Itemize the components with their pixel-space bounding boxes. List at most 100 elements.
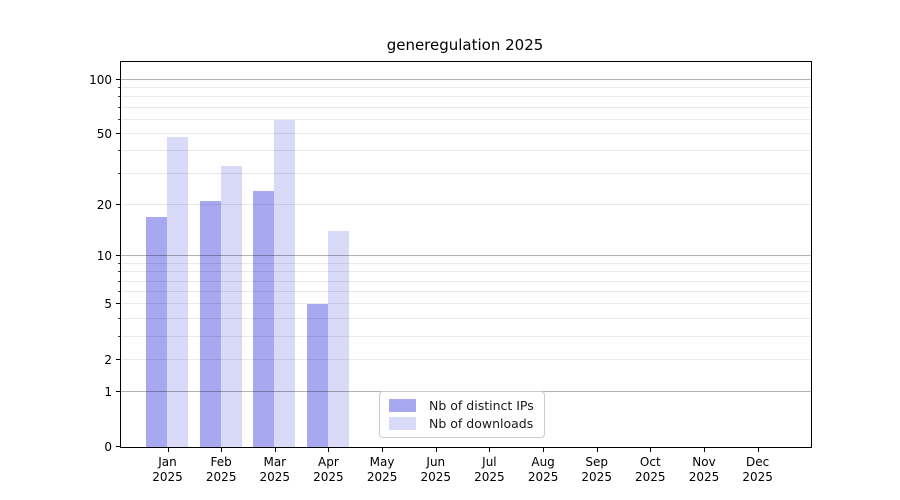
y-tick-0	[116, 446, 121, 447]
y-tick-label-5: 5	[104, 297, 112, 312]
gridline-minor-3	[121, 335, 811, 337]
legend-swatch-distinct-ips	[389, 399, 416, 412]
year-label: 2025	[259, 470, 291, 484]
gridline-minor-30	[121, 172, 811, 174]
y-minor-tick-40	[118, 150, 121, 152]
bar-distinct-ips-feb	[199, 200, 221, 447]
month-label: Dec	[745, 455, 770, 469]
month-label: Jul	[482, 455, 497, 469]
x-tick-oct	[650, 447, 652, 452]
y-tick-2	[116, 358, 121, 360]
year-label: 2025	[420, 470, 452, 484]
y-tick-5	[116, 303, 121, 305]
bar-downloads-jan	[167, 137, 188, 447]
gridline-major-10	[121, 255, 811, 257]
gridline-minor-4	[121, 317, 811, 319]
y-minor-tick-8	[118, 271, 121, 273]
gridline-minor-60	[121, 118, 811, 120]
gridline-minor-5	[121, 303, 811, 305]
bar-downloads-feb	[220, 166, 242, 447]
gridline-minor-6	[121, 291, 811, 293]
gridline-minor-90	[121, 86, 811, 88]
y-tick-50	[116, 133, 121, 134]
y-minor-tick-6	[118, 291, 121, 293]
x-tick-nov	[704, 447, 705, 452]
x-tick-label-jan: Jan 2025	[152, 455, 183, 485]
year-label: 2025	[366, 470, 398, 484]
month-label: Mar	[263, 455, 287, 469]
gridline-minor-2	[121, 358, 811, 360]
y-tick-label-0: 0	[104, 440, 112, 454]
month-label: Oct	[639, 455, 661, 469]
bar-downloads-apr	[327, 231, 349, 447]
x-tick-label-may: May 2025	[367, 455, 398, 485]
gridline-minor-20	[121, 203, 811, 205]
x-tick-label-dec: Dec 2025	[742, 455, 773, 485]
legend-label-downloads: Nb of downloads	[429, 415, 534, 431]
y-tick-1	[116, 390, 121, 392]
bar-distinct-ips-mar	[253, 190, 275, 447]
year-label: 2025	[688, 470, 720, 484]
month-label: Jun	[426, 455, 446, 469]
x-tick-label-nov: Nov 2025	[689, 455, 720, 485]
year-label: 2025	[635, 470, 666, 484]
year-label: 2025	[527, 470, 559, 484]
y-tick-label-100: 100	[89, 72, 112, 87]
gridline-minor-7	[121, 280, 811, 282]
y-tick-label-1: 1	[104, 384, 112, 399]
x-tick-label-jun: Jun 2025	[421, 455, 452, 485]
x-tick-sep	[596, 447, 598, 452]
x-tick-label-feb: Feb 2025	[206, 455, 237, 485]
legend-entry-distinct-ips: Nb of distinct IPs	[389, 397, 536, 413]
x-tick-jun	[435, 447, 437, 452]
x-tick-apr	[328, 447, 330, 452]
gridline-minor-40	[121, 150, 811, 152]
x-tick-may	[382, 447, 384, 452]
y-tick-label-20: 20	[96, 197, 112, 212]
x-tick-label-jul: Jul 2025	[474, 455, 505, 485]
y-minor-tick-60	[118, 118, 121, 120]
y-tick-label-2: 2	[104, 352, 112, 367]
x-tick-mar	[274, 447, 276, 452]
legend-label-distinct-ips: Nb of distinct IPs	[429, 397, 534, 413]
legend-swatch-downloads	[389, 417, 416, 430]
gridline-minor-9	[121, 262, 811, 264]
month-label: Nov	[692, 455, 716, 469]
y-tick-label-10: 10	[96, 249, 112, 264]
gridline-minor-8	[121, 271, 811, 273]
x-tick-label-apr: Apr 2025	[313, 455, 344, 485]
y-tick-20	[116, 203, 121, 205]
y-minor-tick-70	[118, 106, 121, 108]
y-minor-tick-9	[118, 262, 121, 264]
year-label: 2025	[205, 470, 237, 484]
legend: Nb of distinct IPs Nb of downloads	[379, 391, 545, 438]
month-label: Sep	[585, 455, 608, 469]
y-tick-label-50: 50	[96, 127, 112, 141]
gridline-minor-80	[121, 96, 811, 98]
bar-downloads-mar	[274, 119, 296, 447]
month-label: Apr	[318, 455, 339, 469]
x-tick-jul	[489, 447, 491, 452]
y-tick-10	[116, 255, 121, 257]
x-tick-label-mar: Mar 2025	[260, 455, 291, 485]
bar-distinct-ips-apr	[306, 304, 328, 447]
gridline-minor-50	[121, 133, 811, 134]
year-label: 2025	[742, 470, 773, 484]
y-tick-100	[116, 78, 121, 80]
gridline-minor-70	[121, 106, 811, 108]
y-minor-tick-30	[118, 172, 121, 174]
x-tick-dec	[757, 447, 759, 452]
year-label: 2025	[474, 470, 505, 484]
y-minor-tick-3	[118, 335, 121, 337]
month-label: Jan	[158, 455, 177, 469]
year-label: 2025	[581, 470, 612, 484]
gridline-major-100	[121, 78, 811, 80]
year-label: 2025	[152, 470, 183, 484]
y-minor-tick-80	[118, 96, 121, 98]
x-tick-label-sep: Sep 2025	[581, 455, 612, 485]
y-minor-tick-4	[118, 317, 121, 319]
legend-entry-downloads: Nb of downloads	[389, 415, 536, 431]
x-tick-label-aug: Aug 2025	[528, 455, 559, 485]
year-label: 2025	[313, 470, 344, 484]
